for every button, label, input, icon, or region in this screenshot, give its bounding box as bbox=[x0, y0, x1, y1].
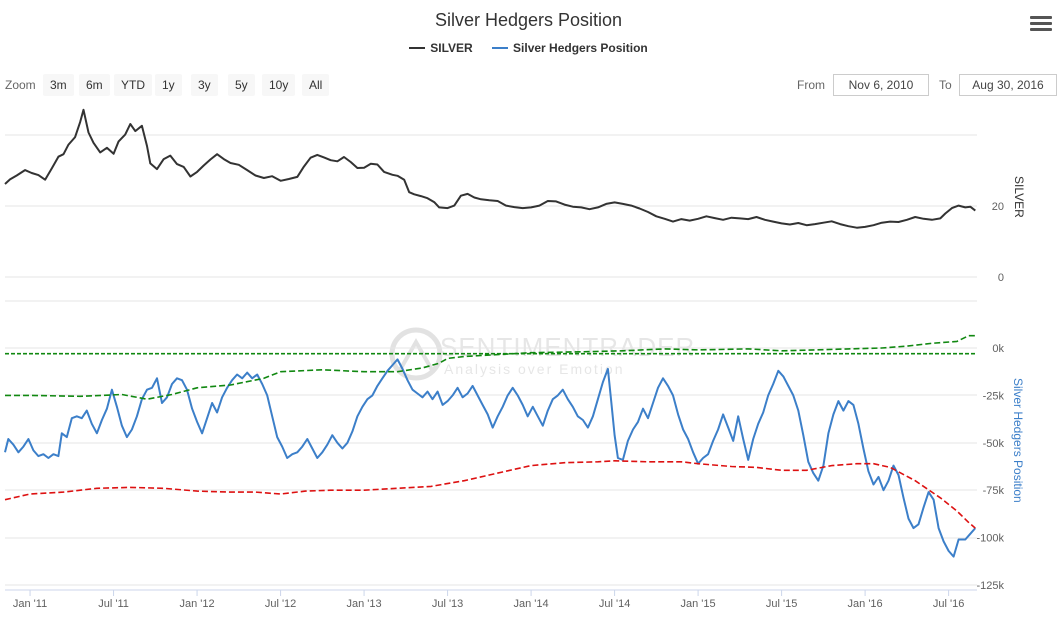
legend-item-silver[interactable]: SILVER bbox=[409, 41, 473, 55]
chart-title: Silver Hedgers Position bbox=[434, 10, 623, 30]
series-line-upper-band bbox=[5, 334, 976, 400]
zoom-3m-button[interactable]: 3m bbox=[43, 74, 74, 96]
bottom-y-tick-label: -25k bbox=[983, 390, 1005, 402]
x-tick-label: Jul '12 bbox=[265, 598, 296, 610]
series-line-lower-band bbox=[4, 460, 976, 529]
watermark-subtext: Analysis over Emotion bbox=[444, 361, 625, 377]
zoom-all-button[interactable]: All bbox=[302, 74, 330, 96]
x-tick-label: Jul '15 bbox=[766, 598, 797, 610]
zoom-ytd-button[interactable]: YTD bbox=[114, 74, 152, 96]
legend-swatch-hedgers bbox=[492, 46, 509, 49]
x-tick-label: Jan '14 bbox=[514, 598, 549, 610]
hamburger-menu-icon[interactable] bbox=[1030, 16, 1052, 36]
legend-item-hedgers[interactable]: Silver Hedgers Position bbox=[492, 41, 648, 55]
series-line-hedgers bbox=[4, 358, 977, 558]
range-to-input[interactable]: Aug 30, 2016 bbox=[959, 74, 1057, 96]
bottom-y-tick-label: -100k bbox=[976, 533, 1004, 545]
zoom-label: Zoom bbox=[5, 78, 36, 92]
zoom-6m-button[interactable]: 6m bbox=[79, 74, 110, 96]
series-line-silver bbox=[4, 108, 976, 229]
top-y-axis-title: SILVER bbox=[1012, 176, 1026, 218]
x-tick-label: Jul '16 bbox=[933, 598, 964, 610]
x-tick-label: Jul '14 bbox=[599, 598, 630, 610]
x-tick-label: Jan '15 bbox=[681, 598, 716, 610]
x-tick-label: Jan '16 bbox=[848, 598, 883, 610]
watermark-arrow-icon bbox=[398, 337, 434, 371]
zoom-10y-button[interactable]: 10y bbox=[262, 74, 296, 96]
legend-label-hedgers: Silver Hedgers Position bbox=[513, 41, 648, 55]
legend-swatch-silver bbox=[409, 46, 426, 49]
x-tick-label: Jan '11 bbox=[13, 598, 47, 610]
bottom-y-tick-label: -125k bbox=[976, 580, 1004, 592]
x-tick-label: Jul '13 bbox=[432, 598, 463, 610]
bottom-y-tick-label: 0k bbox=[992, 343, 1004, 355]
bottom-y-tick-label: -75k bbox=[983, 485, 1005, 497]
bottom-y-axis-title: Silver Hedgers Position bbox=[1011, 378, 1025, 503]
zoom-5y-button[interactable]: 5y bbox=[228, 74, 255, 96]
x-tick-label: Jan '12 bbox=[179, 598, 214, 610]
bottom-y-tick-label: -50k bbox=[983, 438, 1005, 450]
top-y-tick-label: 20 bbox=[992, 201, 1004, 213]
legend: SILVER Silver Hedgers Position bbox=[0, 41, 1057, 55]
x-tick-label: Jul '11 bbox=[98, 598, 129, 610]
zoom-1y-button[interactable]: 1y bbox=[155, 74, 182, 96]
range-from-label: From bbox=[797, 78, 825, 92]
watermark-text: SENTIMENTRADER bbox=[440, 332, 695, 362]
range-to-label: To bbox=[939, 78, 952, 92]
range-from-input[interactable]: Nov 6, 2010 bbox=[833, 74, 929, 96]
legend-label-silver: SILVER bbox=[430, 41, 473, 55]
zoom-3y-button[interactable]: 3y bbox=[191, 74, 218, 96]
top-y-tick-label: 0 bbox=[998, 272, 1004, 284]
x-tick-label: Jan '13 bbox=[347, 598, 382, 610]
